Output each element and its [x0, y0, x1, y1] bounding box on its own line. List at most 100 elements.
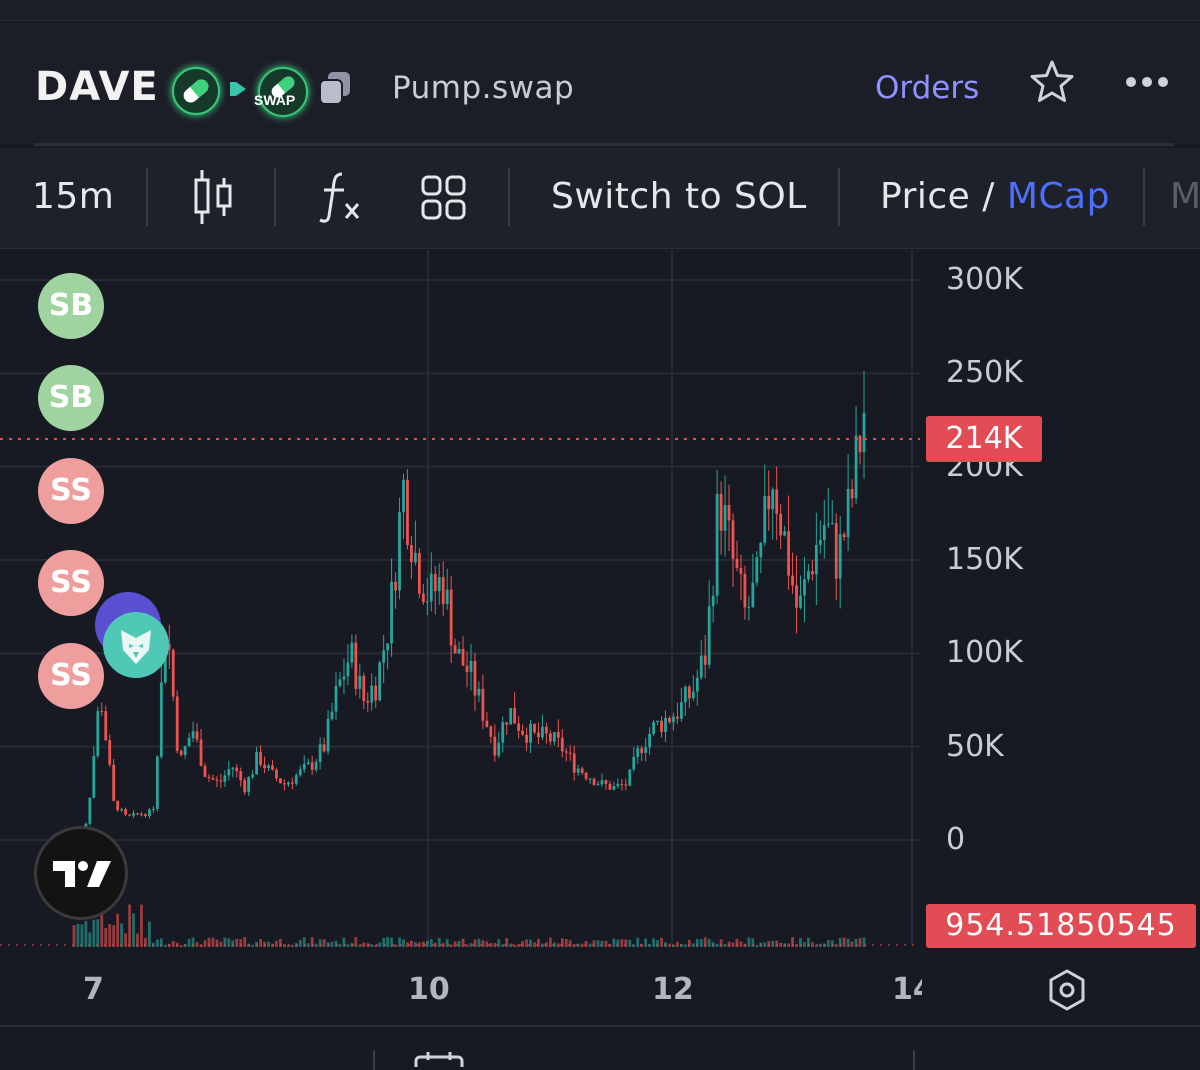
volume-bar: [473, 939, 477, 947]
candle-body: [386, 643, 390, 651]
candle-body: [167, 644, 171, 650]
candle-body: [151, 808, 155, 810]
volume-bar: [660, 937, 663, 947]
platform-label: Pump.swap: [392, 70, 575, 106]
candle-body: [322, 744, 326, 752]
volume-bar: [533, 942, 536, 947]
candle-body: [211, 777, 215, 780]
volume-bar: [314, 943, 318, 947]
calendar-icon[interactable]: [414, 1052, 464, 1067]
candle-body: [814, 544, 818, 575]
more-icon[interactable]: [1124, 70, 1170, 94]
volume-bar: [414, 942, 417, 947]
volume-bar: [255, 941, 258, 947]
volume-bar: [818, 943, 822, 947]
candle-body: [525, 734, 528, 743]
pumpswap-icon[interactable]: [258, 67, 308, 117]
candle-body: [680, 702, 683, 719]
sell-marker[interactable]: SS: [38, 550, 104, 616]
volume-bar: [854, 938, 858, 947]
volume-bar: [795, 944, 798, 947]
volume-bar: [144, 937, 147, 947]
volume-bar: [390, 937, 393, 947]
candle-body: [656, 720, 659, 723]
tradingview-logo[interactable]: [34, 826, 128, 920]
interval-selector[interactable]: 15m: [32, 176, 115, 217]
candle-body: [687, 686, 691, 699]
star-icon[interactable]: [1028, 58, 1076, 106]
volume-bar: [568, 940, 572, 947]
volume-bar: [699, 939, 703, 947]
buy-marker[interactable]: SB: [38, 273, 104, 339]
sell-marker[interactable]: SS: [38, 458, 104, 524]
candle-body: [731, 520, 735, 559]
candle-body: [179, 750, 183, 755]
volume-bar: [386, 937, 390, 947]
candle-body: [100, 710, 104, 712]
volume-bar: [683, 944, 687, 947]
settings-icon[interactable]: [1045, 968, 1089, 1012]
volume-bar: [727, 941, 731, 947]
indicators-icon[interactable]: [318, 170, 364, 226]
candle-body: [652, 722, 655, 734]
candle-body: [676, 716, 679, 719]
volume-bar: [171, 941, 175, 947]
candle-body: [743, 573, 747, 608]
pill-icon[interactable]: [172, 67, 220, 115]
volume-bar: [124, 933, 127, 947]
volume-bar: [437, 938, 441, 947]
header-divider: [34, 143, 1174, 146]
candle-body: [314, 762, 318, 770]
volume-bar: [429, 939, 433, 947]
volume-bar: [342, 937, 346, 947]
candle-body: [271, 765, 274, 770]
candle-body: [775, 489, 779, 514]
candle-body: [644, 747, 648, 753]
candle-body: [255, 752, 258, 775]
candle-body: [568, 752, 572, 754]
volume-bar: [537, 938, 540, 947]
candles: [72, 370, 866, 838]
volume-bar: [838, 937, 842, 947]
candle-body: [572, 753, 576, 773]
volume-bar: [842, 937, 846, 947]
candle-body: [366, 700, 370, 703]
orders-link[interactable]: Orders: [875, 70, 980, 106]
candles-icon[interactable]: [190, 168, 236, 226]
volume-bar: [132, 913, 135, 947]
candle-body: [453, 645, 457, 654]
volume-bar: [636, 937, 640, 947]
sell-marker[interactable]: SS: [38, 643, 104, 709]
candle-body: [350, 642, 354, 663]
candle-body: [556, 732, 560, 738]
candle-body: [457, 648, 461, 654]
candle-body: [560, 737, 564, 752]
volume-bar: [703, 937, 707, 947]
volume-bar: [275, 940, 278, 947]
eagle-avatar[interactable]: [103, 612, 169, 678]
candle-body: [596, 784, 600, 786]
candle-body: [529, 723, 532, 743]
candle-body: [584, 772, 588, 779]
copy-icon[interactable]: [318, 70, 354, 106]
volume-bar: [608, 944, 612, 947]
y-axis-label: 150K: [946, 542, 1023, 577]
volume-bar: [628, 939, 632, 947]
volume-bar: [826, 939, 830, 947]
layout-grid-icon[interactable]: [420, 174, 468, 222]
switch-to-sol-button[interactable]: Switch to SOL: [551, 176, 807, 217]
volume-bar: [402, 939, 405, 947]
candle-body: [818, 540, 822, 545]
volume-bar: [652, 938, 655, 947]
candle-body: [521, 730, 524, 735]
candle-body: [342, 676, 346, 680]
volume-bar: [814, 944, 818, 947]
volume-bar: [850, 941, 854, 947]
volume-bar: [227, 938, 231, 947]
toolbar-overflow-item[interactable]: M: [1170, 176, 1200, 217]
buy-marker[interactable]: SB: [38, 365, 104, 431]
price-mcap-toggle[interactable]: Price / MCap: [880, 176, 1110, 217]
candle-body: [683, 686, 687, 703]
volume-bar: [497, 939, 501, 947]
volume-bar: [469, 943, 473, 947]
